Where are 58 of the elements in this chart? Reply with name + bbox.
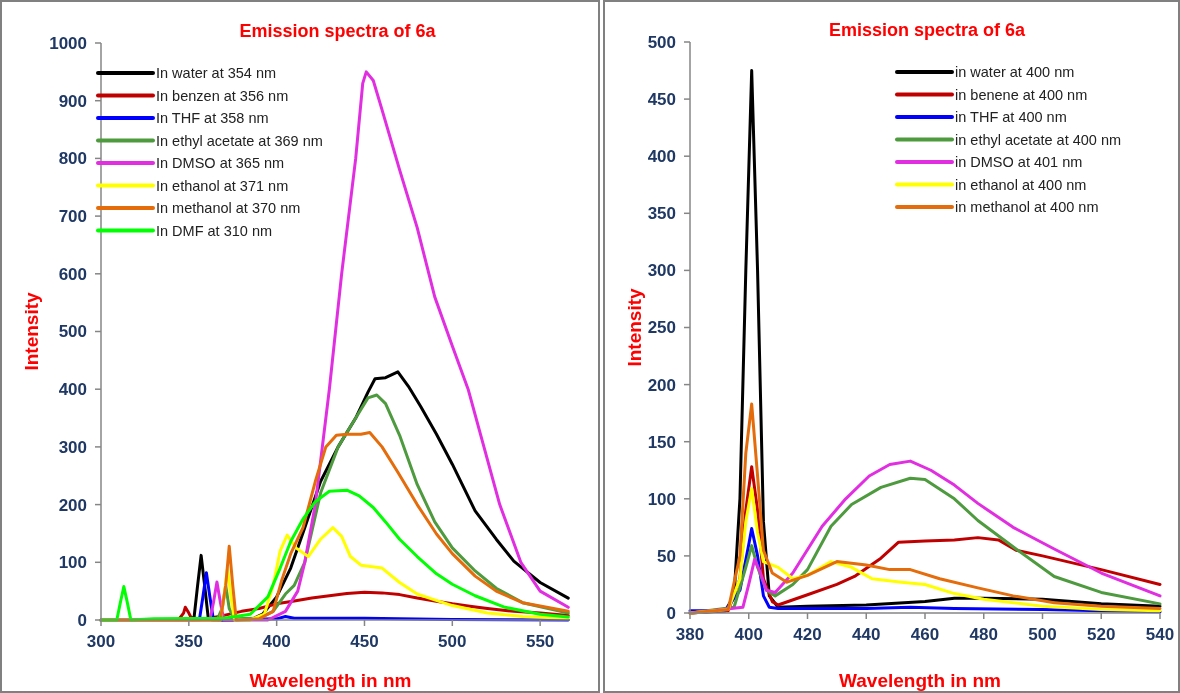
y-tick-label: 350 bbox=[647, 204, 676, 224]
chart-title: Emission spectra of 6a bbox=[828, 20, 1027, 40]
legend-label: In ethyl acetate at 369 nm bbox=[156, 132, 323, 149]
legend-label: In ethanol at 371 nm bbox=[156, 177, 289, 194]
legend-label: In DMF at 310 nm bbox=[156, 222, 273, 239]
legend-label: in THF at 400 nm bbox=[955, 109, 1067, 126]
x-tick-label: 400 bbox=[734, 625, 763, 644]
y-tick-label: 0 bbox=[666, 603, 676, 623]
legend-label: in ethanol at 400 nm bbox=[955, 176, 1087, 193]
x-axis-title: Wavelength in nm bbox=[839, 670, 1001, 691]
legend-label: In methanol at 370 nm bbox=[156, 200, 301, 217]
legend-label: In THF at 358 nm bbox=[156, 110, 269, 127]
x-tick-label: 460 bbox=[910, 625, 940, 644]
x-tick-label: 300 bbox=[86, 632, 116, 651]
y-tick-label: 500 bbox=[647, 32, 676, 52]
y-tick-label: 450 bbox=[647, 90, 676, 110]
y-tick-label: 150 bbox=[647, 432, 676, 452]
legend-label: In benzen at 356 nm bbox=[156, 87, 289, 104]
legend-label: in water at 400 nm bbox=[955, 64, 1075, 81]
x-tick-label: 550 bbox=[525, 632, 555, 651]
y-axis-title: Intensity bbox=[624, 288, 645, 367]
x-tick-label: 400 bbox=[262, 632, 291, 651]
y-tick-label: 200 bbox=[647, 375, 676, 395]
y-tick-label: 100 bbox=[58, 553, 87, 573]
y-tick-label: 200 bbox=[58, 495, 87, 515]
x-axis-title: Wavelength in nm bbox=[249, 670, 412, 691]
y-tick-label: 250 bbox=[647, 318, 676, 338]
x-tick-label: 520 bbox=[1087, 625, 1116, 644]
y-tick-label: 600 bbox=[58, 264, 87, 284]
legend-label: In water at 354 nm bbox=[156, 65, 277, 82]
legend-label: in ethyl acetate at 400 nm bbox=[955, 131, 1122, 148]
x-tick-label: 500 bbox=[438, 632, 467, 651]
legend-label: in benene at 400 nm bbox=[955, 86, 1088, 103]
y-tick-label: 500 bbox=[58, 322, 87, 342]
y-tick-label: 700 bbox=[58, 207, 87, 227]
x-tick-label: 350 bbox=[174, 632, 204, 651]
chart-title: Emission spectra of 6a bbox=[239, 21, 437, 41]
x-tick-label: 450 bbox=[350, 632, 379, 651]
y-tick-label: 900 bbox=[58, 91, 87, 111]
y-axis-title: Intensity bbox=[21, 292, 42, 371]
y-tick-label: 400 bbox=[58, 380, 87, 400]
y-tick-label: 50 bbox=[657, 546, 676, 566]
x-tick-label: 500 bbox=[1028, 625, 1057, 644]
x-tick-label: 420 bbox=[793, 625, 822, 644]
legend-label: In DMSO at 365 nm bbox=[156, 155, 285, 172]
y-tick-label: 100 bbox=[647, 489, 676, 509]
x-tick-label: 440 bbox=[852, 625, 881, 644]
y-tick-label: 400 bbox=[647, 147, 676, 167]
x-tick-label: 380 bbox=[675, 625, 705, 644]
legend-label: in methanol at 400 nm bbox=[955, 199, 1099, 216]
y-tick-label: 300 bbox=[58, 437, 87, 457]
y-tick-label: 1000 bbox=[49, 33, 87, 53]
x-tick-label: 540 bbox=[1145, 625, 1175, 644]
y-tick-label: 800 bbox=[58, 149, 87, 169]
x-tick-label: 480 bbox=[969, 625, 998, 644]
y-tick-label: 300 bbox=[647, 261, 676, 281]
legend-label: in DMSO at 401 nm bbox=[955, 154, 1083, 171]
y-tick-label: 0 bbox=[77, 610, 87, 630]
